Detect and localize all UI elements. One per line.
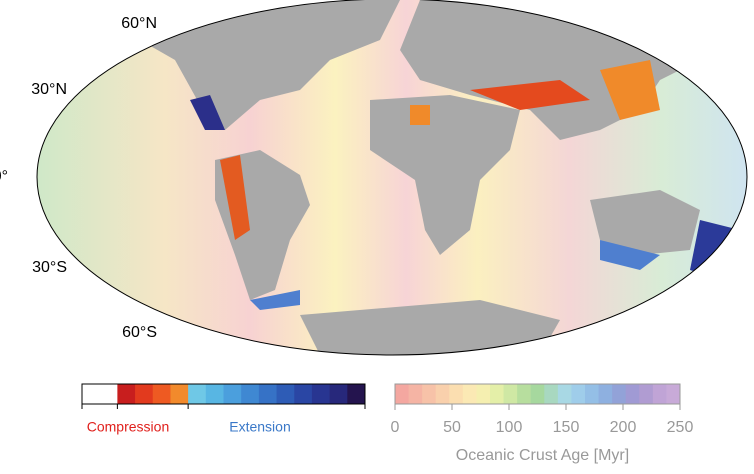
colorbar-swatch [170,384,189,404]
colorbar-swatch [652,384,667,404]
colorbar-swatch [223,384,242,404]
colorbar-swatch [462,384,477,404]
colorbar-tick-label: 100 [496,419,523,436]
colorbar-swatch [294,384,313,404]
latitude-label: 30°N [31,81,67,98]
colorbar-swatch [276,384,295,404]
colorbar-swatch [449,384,464,404]
colorbar-swatch [585,384,600,404]
legend-label: Extension [229,419,290,435]
colorbar-swatch [557,384,572,404]
colorbar-tick-label: 50 [443,419,461,436]
colorbar-swatch [517,384,532,404]
colorbar-swatch [666,384,681,404]
colorbar-swatch [347,384,366,404]
colorbar-swatch [490,384,505,404]
colorbar-swatch [82,384,101,404]
colorbar-frame [81,383,366,405]
colorbar-swatch [311,384,331,404]
colorbar-swatch [205,384,224,404]
latitude-label: 60°S [122,324,157,341]
latitude-label: 60°N [121,15,157,32]
colorbar-tick-label: 0 [391,419,400,436]
colorbar-swatch [395,384,410,404]
colorbar-swatch [530,384,545,404]
colorbar-swatch [241,384,260,404]
latitude-label: 0° [0,168,8,185]
colorbar-title: Oceanic Crust Age [Myr] [456,447,629,464]
colorbar-swatch [329,384,348,404]
colorbar-swatch [544,384,559,404]
colorbar-swatch [476,384,491,404]
colorbar-swatch [99,384,118,404]
colorbar-swatch [152,384,171,404]
colorbar-swatch [258,384,278,404]
colorbar-swatch [422,384,437,404]
colorbar-swatch [571,384,586,404]
latitude-label: 30°S [32,259,67,276]
colorbar-swatch [639,384,654,404]
colorbar-swatch [135,384,154,404]
colorbar-swatch [598,384,613,404]
colorbar-swatch [612,384,627,404]
colorbar-swatch [117,384,136,404]
map-border [36,0,748,356]
legend-label: Compression [87,419,169,435]
colorbar-swatch [188,384,207,404]
colorbar-tick-label: 150 [553,419,580,436]
colorbar-swatch [625,384,640,404]
colorbar-tick-label: 250 [667,419,694,436]
colorbar-swatch [503,384,518,404]
colorbar-frame [394,383,681,405]
colorbar-swatch [435,384,450,404]
colorbar-tick-label: 200 [610,419,637,436]
colorbar-swatch [408,384,423,404]
map [36,0,748,356]
